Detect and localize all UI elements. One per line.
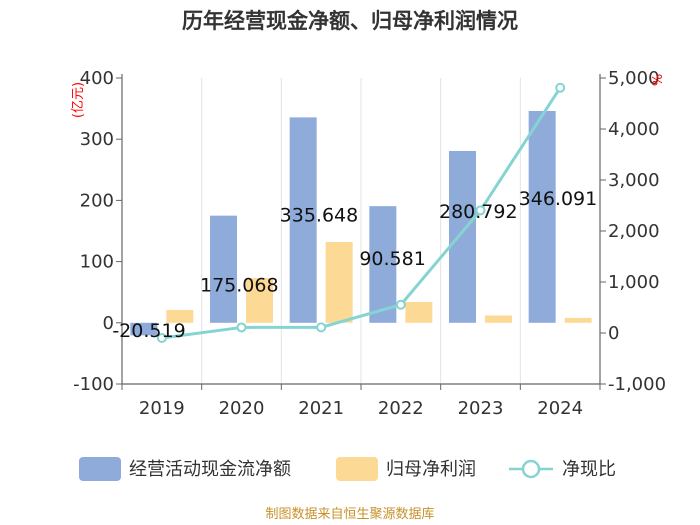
ratio-line [161,86,562,340]
left-axis-unit: (亿元) [71,82,86,118]
x-tick-label: 2023 [458,398,504,419]
x-tick-label: 2022 [378,398,424,419]
ratio-point[interactable] [395,299,406,310]
legend-item-cashflow[interactable]: 经营活动现金流净额 [79,457,291,481]
bar-netprofit[interactable] [405,301,433,323]
left-tick-label: 300 [80,129,114,150]
x-tick-label: 2020 [219,398,265,419]
legend[interactable]: 经营活动现金流净额 归母净利润 净现比 [79,457,616,481]
x-axis-ticks: 2019 2020 2021 2022 2023 2024 [121,384,601,419]
ratio-point[interactable] [555,82,566,93]
left-tick-label: -100 [73,374,114,395]
x-tick-label: 2024 [537,398,583,419]
bar-cashflow[interactable] [528,110,556,323]
bar-cashflow[interactable] [369,206,397,323]
left-tick-label: 100 [80,252,114,273]
bar-netprofit[interactable] [325,242,353,323]
legend-label-netprofit: 归母净利润 [386,459,476,480]
ratio-point[interactable] [236,322,247,333]
chart-title: 历年经营现金净额、归母净利润情况 [182,9,518,33]
bar-cashflow[interactable] [289,117,317,323]
data-label: 335.648 [280,204,359,226]
legend-label-ratio: 净现比 [562,459,616,480]
ratio-point[interactable] [156,332,167,343]
ratio-point[interactable] [475,205,486,216]
data-label: 175.068 [200,275,279,297]
right-tick-label: 2,000 [608,221,660,242]
bar-netprofit[interactable] [166,309,194,323]
left-tick-label: 400 [80,68,114,89]
bar-cashflow[interactable] [130,322,158,336]
line-series [156,82,566,343]
bar-cashflow[interactable] [449,150,476,323]
right-tick-label: 0 [608,323,619,344]
bar-netprofit[interactable] [246,278,273,323]
right-tick-label: 1,000 [608,272,660,293]
left-axis-ticks: -100 0 100 200 300 400 [73,68,122,395]
left-tick-label: 0 [103,313,114,334]
data-label: -20.519 [112,320,185,342]
data-label: 346.091 [519,188,598,210]
left-tick-label: 200 [80,190,114,211]
bar-netprofit[interactable] [564,317,592,323]
legend-label-cashflow: 经营活动现金流净额 [129,459,291,480]
legend-swatch-netprofit [336,457,378,481]
right-tick-label: 4,000 [608,119,660,140]
data-label: 90.581 [359,248,425,270]
legend-marker-ratio [521,459,541,479]
legend-item-netprofit[interactable]: 归母净利润 [336,457,476,481]
right-tick-label: 3,000 [608,170,660,191]
bar-netprofit[interactable] [485,315,512,323]
x-tick-label: 2019 [139,398,185,419]
ratio-point[interactable] [316,322,327,333]
right-axis-unit: % [651,74,666,86]
bar-cashflow[interactable] [210,215,237,323]
right-tick-label: 5,000 [608,68,660,89]
data-label: 280.792 [439,201,518,223]
legend-item-ratio[interactable]: 净现比 [509,459,616,480]
x-tick-label: 2021 [298,398,344,419]
right-tick-label: -1,000 [608,374,666,395]
source-note: 制图数据来自恒生聚源数据库 [265,506,434,522]
bar-series [130,110,592,336]
right-axis-ticks: -1,000 0 1,000 2,000 3,000 4,000 5,000 [600,68,666,395]
legend-swatch-cashflow [79,457,121,481]
